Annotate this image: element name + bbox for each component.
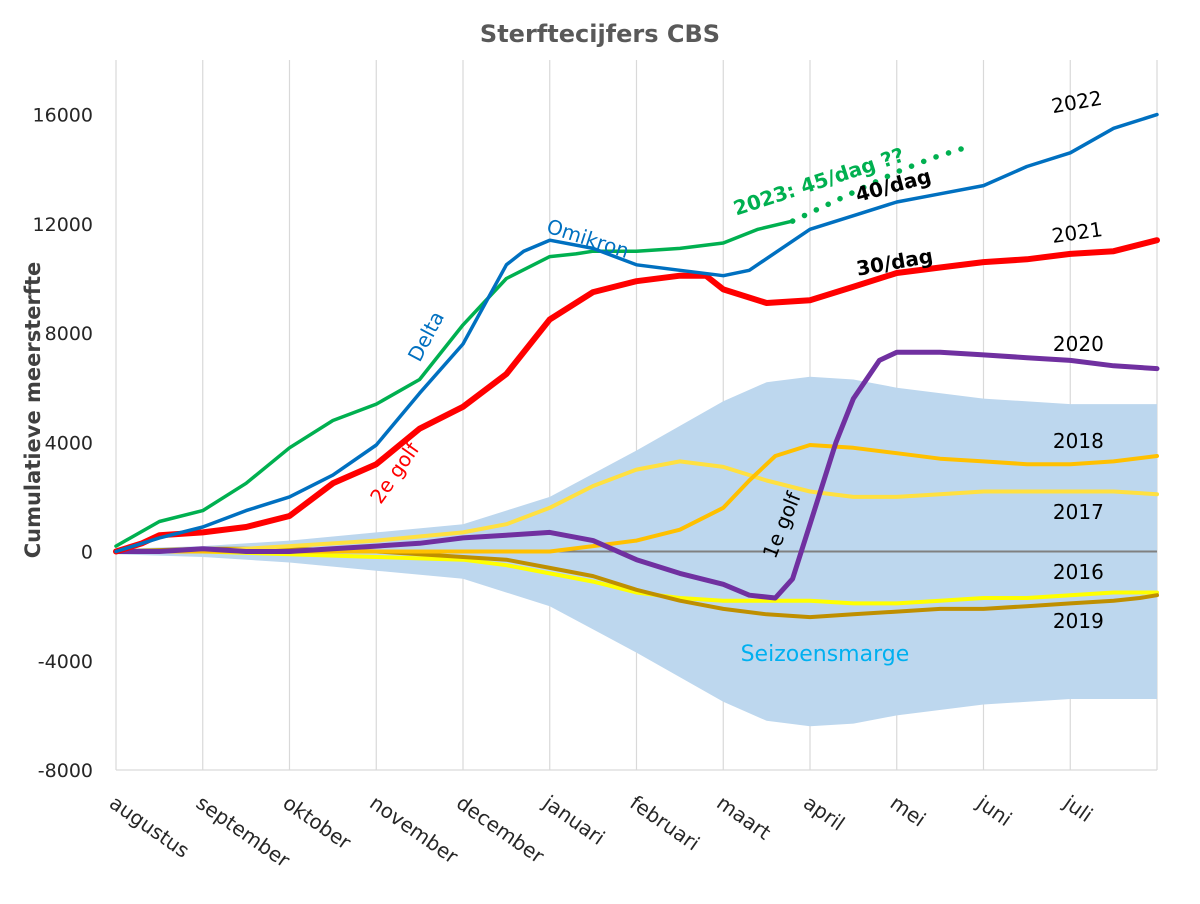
annotation-label: 2021 <box>1050 217 1104 248</box>
y-tick-label: 8000 <box>45 323 93 345</box>
y-tick-label: -8000 <box>38 760 93 782</box>
x-tick-label: februari <box>626 790 704 855</box>
series-line-2022 <box>114 112 1159 554</box>
x-tick-label: maart <box>712 790 775 844</box>
y-tick-label: 4000 <box>45 432 93 454</box>
chart-title: Sterftecijfers CBS <box>480 20 720 48</box>
y-tick-label: 0 <box>81 542 93 564</box>
series-group <box>113 112 1160 620</box>
x-tick-label: oktober <box>279 790 357 854</box>
x-tick-label: september <box>192 790 295 872</box>
series-line-2020 <box>113 349 1160 601</box>
annotation-label: 2019 <box>1053 609 1104 633</box>
annotation-label: Seizoensmarge <box>741 642 910 667</box>
series-line-2023-45-dag <box>789 144 969 224</box>
annotation-label: 2018 <box>1053 429 1104 453</box>
annotation-label: Delta <box>403 307 449 365</box>
y-tick-label: -4000 <box>38 651 93 673</box>
series-line-2018 <box>114 443 1159 554</box>
x-tick-label: januari <box>538 790 609 850</box>
annotation-label: 2020 <box>1053 332 1104 356</box>
series-line-2019 <box>114 546 1159 620</box>
x-tick-label: mei <box>886 790 930 831</box>
y-axis-label: Cumulatieve meersterfte <box>21 262 45 559</box>
x-tick-label: december <box>452 790 549 868</box>
series-line-2016 <box>114 549 1159 606</box>
annotation-label: 2022 <box>1050 86 1104 118</box>
x-tick-label: juli <box>1059 790 1098 827</box>
annotation-label: 2017 <box>1053 500 1104 524</box>
annotation-label: 2016 <box>1053 560 1104 584</box>
x-tick-label: april <box>799 790 849 835</box>
y-tick-labels: -8000 -4000 0 4000 8000 12000 16000 <box>33 105 93 782</box>
series-line-2021 <box>113 237 1160 555</box>
x-tick-label: augustus <box>105 790 194 862</box>
x-tick-label: november <box>365 790 463 868</box>
y-tick-label: 16000 <box>33 105 93 127</box>
series-line-2017 <box>114 459 1159 554</box>
y-tick-label: 12000 <box>33 214 93 236</box>
x-tick-label: juni <box>972 790 1016 831</box>
